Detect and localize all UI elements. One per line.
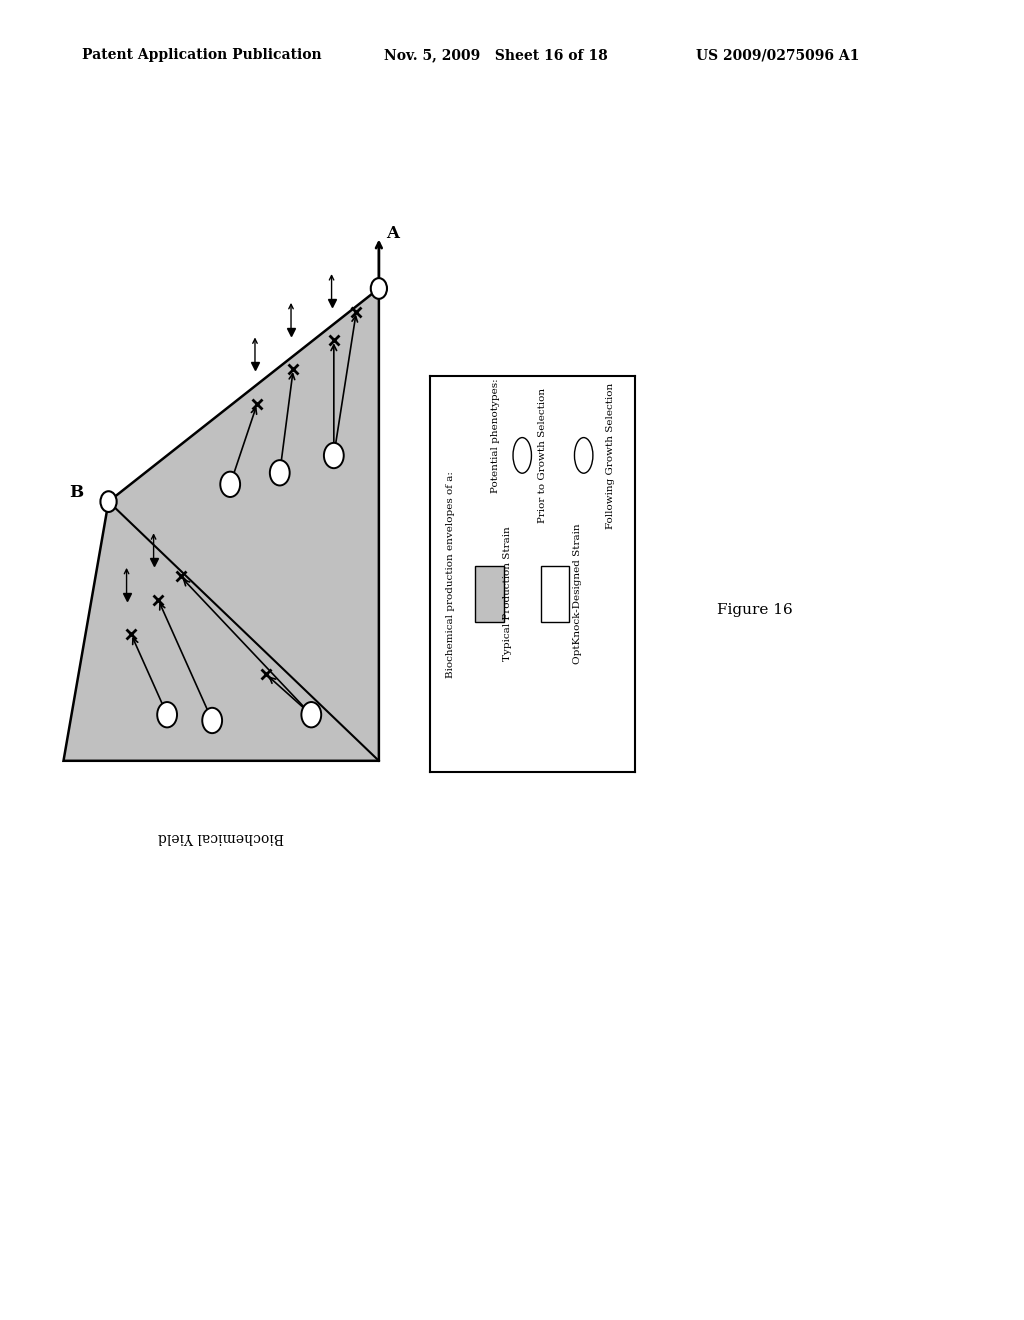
Text: Typical Production Strain: Typical Production Strain (504, 527, 512, 661)
Circle shape (324, 442, 344, 469)
Text: B: B (70, 484, 84, 502)
Text: A: A (386, 226, 398, 243)
Text: OptKnock-Designed Strain: OptKnock-Designed Strain (573, 524, 582, 664)
Circle shape (371, 279, 387, 298)
FancyBboxPatch shape (475, 566, 504, 622)
Polygon shape (63, 289, 379, 760)
Circle shape (270, 461, 290, 486)
FancyBboxPatch shape (541, 566, 569, 622)
Text: Following Growth Selection: Following Growth Selection (606, 383, 614, 528)
Text: Growth Yield: Growth Yield (430, 455, 444, 548)
Text: Biochemical Yield: Biochemical Yield (158, 830, 285, 843)
Text: US 2009/0275096 A1: US 2009/0275096 A1 (696, 49, 860, 62)
Circle shape (301, 702, 322, 727)
Text: Patent Application Publication: Patent Application Publication (82, 49, 322, 62)
Text: Figure 16: Figure 16 (717, 603, 793, 616)
Circle shape (100, 491, 117, 512)
Text: Prior to Growth Selection: Prior to Growth Selection (539, 388, 547, 523)
Text: Potential phenotypes:: Potential phenotypes: (492, 379, 500, 492)
Circle shape (220, 471, 240, 498)
Circle shape (203, 708, 222, 733)
Circle shape (574, 438, 593, 474)
Text: Nov. 5, 2009   Sheet 16 of 18: Nov. 5, 2009 Sheet 16 of 18 (384, 49, 608, 62)
Circle shape (158, 702, 177, 727)
Circle shape (513, 438, 531, 474)
Text: Biochemical production envelopes of a:: Biochemical production envelopes of a: (446, 471, 455, 677)
